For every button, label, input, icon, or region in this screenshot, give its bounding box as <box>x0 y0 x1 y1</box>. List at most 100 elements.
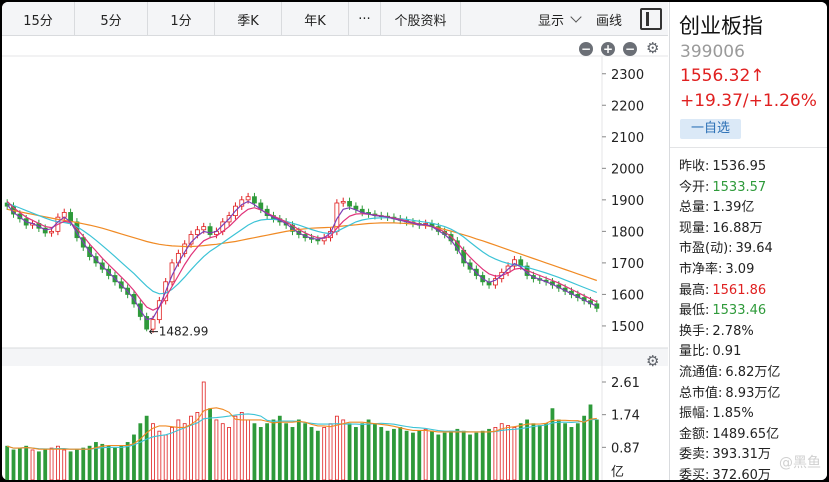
volume-gear-icon[interactable]: ⚙ <box>646 352 660 370</box>
volume-bar <box>594 419 599 480</box>
volume-bar <box>487 428 491 480</box>
stat-value: 1561.86 <box>712 282 767 298</box>
volume-bar <box>392 428 396 480</box>
tab-1min[interactable]: 1分 <box>148 2 215 36</box>
volume-bar <box>75 449 79 480</box>
candle-body <box>252 196 257 204</box>
stat-value: 1533.46 <box>712 303 767 319</box>
volume-bar <box>24 445 29 480</box>
volume-bar <box>11 449 16 480</box>
volume-bar <box>493 427 498 480</box>
gear-icon[interactable]: ⚙ <box>646 39 660 57</box>
sidebar-toggle-icon[interactable] <box>640 8 662 30</box>
zoom-out-icon[interactable]: − <box>623 42 637 56</box>
candle-body <box>207 226 213 235</box>
minus-circle-icon[interactable]: − <box>579 42 593 56</box>
volume-bar <box>30 449 35 480</box>
volume-bar <box>81 447 86 480</box>
volume-bar <box>258 427 263 480</box>
volume-bar <box>182 423 187 480</box>
display-dropdown[interactable]: 显示 <box>530 2 588 36</box>
volume-bar <box>582 415 587 480</box>
volume-bar <box>315 430 320 480</box>
volume-bar <box>379 427 384 480</box>
volume-bar <box>106 445 111 480</box>
divider <box>670 147 827 148</box>
stock-code: 399006 <box>680 42 745 62</box>
volume-bar <box>284 423 289 480</box>
tab-stock-profile[interactable]: 个股资料 <box>381 2 461 36</box>
stat-row: 总量: 1.39亿 <box>679 196 754 215</box>
kline-chart[interactable]: 2300 2200 2100 2000 1900 1800 1700 1600 1500 ←148… <box>2 36 668 480</box>
volume-bar <box>468 434 472 480</box>
volume-bar <box>550 408 555 480</box>
volume-bar <box>417 430 422 480</box>
volume-bar <box>563 423 568 480</box>
volume-bar <box>360 423 365 480</box>
volume-bar <box>214 419 219 480</box>
stat-label: 现量: <box>679 220 710 236</box>
stat-row: 流通值: 6.82万亿 <box>679 361 780 380</box>
stat-value: 1489.65亿 <box>712 426 780 442</box>
volume-bar <box>525 419 529 480</box>
volume-bar <box>366 419 371 480</box>
volume-bar <box>436 434 441 480</box>
stat-row: 市盈(动): 39.64 <box>679 237 773 256</box>
stat-row: 总市值: 8.93万亿 <box>679 382 780 401</box>
volume-bar <box>36 451 41 480</box>
more-tabs-button[interactable]: ··· <box>349 2 381 36</box>
volume-bar <box>531 423 536 480</box>
stat-label: 金额: <box>679 426 710 442</box>
volume-bar <box>588 404 593 480</box>
volume-ma5-line <box>7 407 597 450</box>
stat-value: 372.60万 <box>712 468 771 480</box>
ma20-line <box>6 202 598 295</box>
candle-body <box>194 229 200 235</box>
stat-row: 换手: 2.78% <box>679 320 754 339</box>
tab-5min[interactable]: 5分 <box>75 2 148 36</box>
candle-body <box>188 234 194 245</box>
volume-bar <box>246 419 251 480</box>
zoom-in-icon[interactable]: + <box>601 42 615 56</box>
stat-value: 6.82万亿 <box>725 365 781 380</box>
stat-row: 委卖: 393.31万 <box>679 443 771 462</box>
volume-bar <box>201 381 206 480</box>
volume-bar <box>94 442 98 480</box>
price-tick-label: 2200 <box>611 99 644 114</box>
volume-bar <box>480 430 485 480</box>
volume-header-bar <box>2 348 668 366</box>
volume-bar <box>499 423 504 480</box>
stat-value: 1.85% <box>712 406 754 422</box>
draw-line-button[interactable]: 画线 <box>595 13 622 29</box>
chevron-down-icon <box>570 11 582 23</box>
volume-bar <box>176 419 181 480</box>
candle-body <box>518 259 524 267</box>
stat-label: 市盈(动): <box>679 241 733 257</box>
volume-bar <box>68 451 73 480</box>
stat-value: 39.64 <box>735 241 773 257</box>
volume-bar <box>208 408 212 480</box>
stat-label: 流通值: <box>679 365 723 380</box>
price-tick-label: 2300 <box>611 68 644 83</box>
stat-value: 16.88万 <box>712 220 763 236</box>
candle-body <box>492 278 498 286</box>
volume-bar <box>347 423 352 480</box>
ma60-line <box>7 208 597 282</box>
tab-15min[interactable]: 15分 <box>2 2 75 36</box>
volume-bar <box>277 415 282 480</box>
stat-label: 委买: <box>679 468 710 480</box>
volume-bar <box>233 415 238 480</box>
add-watchlist-button[interactable]: 一自选 <box>680 119 741 139</box>
low-annotation: ←1482.99 <box>149 324 209 338</box>
tab-year-k[interactable]: 年K <box>282 2 349 36</box>
stat-label: 量比: <box>679 344 710 360</box>
volume-bar <box>569 427 574 480</box>
tab-quarter-k[interactable]: 季K <box>215 2 282 36</box>
volume-bar <box>87 445 92 480</box>
volume-bar <box>151 423 155 480</box>
volume-bar <box>373 423 377 480</box>
volume-bar <box>290 427 295 480</box>
volume-bar <box>455 428 460 480</box>
display-label: 显示 <box>537 13 564 29</box>
